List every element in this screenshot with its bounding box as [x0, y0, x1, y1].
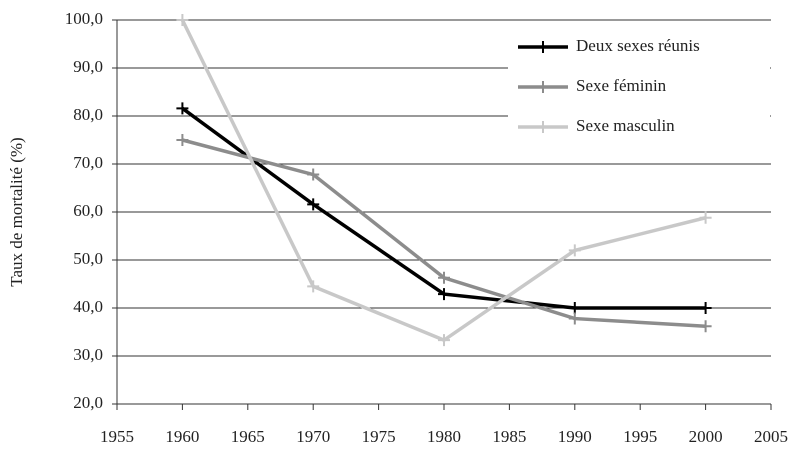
x-tick-label: 1975: [362, 427, 396, 446]
point-marker: [438, 334, 450, 347]
y-tick-label: 100,0: [65, 9, 103, 28]
y-tick-label: 30,0: [73, 345, 103, 364]
y-tick-label: 60,0: [73, 201, 103, 220]
point-marker: [176, 102, 189, 115]
legend-marker: [537, 121, 549, 133]
point-marker: [307, 198, 320, 211]
x-tick-label: 1985: [492, 427, 526, 446]
x-tick-label: 1980: [427, 427, 461, 446]
point-marker: [699, 320, 712, 333]
legend-label: Deux sexes réunis: [576, 36, 700, 55]
y-tick-label: 20,0: [73, 393, 103, 412]
point-marker: [176, 14, 189, 26]
y-tick-label: 70,0: [73, 153, 103, 172]
legend-label: Sexe féminin: [576, 76, 667, 95]
point-marker: [568, 244, 581, 257]
x-tick-label: 1995: [623, 427, 657, 446]
legend-label: Sexe masculin: [576, 116, 675, 135]
point-marker: [307, 280, 320, 293]
point-marker: [699, 211, 712, 224]
point-marker: [568, 312, 581, 325]
x-tick-label: 1970: [296, 427, 330, 446]
legend-marker: [537, 41, 549, 53]
point-marker: [438, 288, 450, 301]
x-tick-label: 2005: [754, 427, 788, 446]
point-marker: [568, 302, 581, 314]
x-tick-label: 1965: [231, 427, 265, 446]
y-tick-label: 80,0: [73, 105, 103, 124]
x-tick-label: 2000: [689, 427, 723, 446]
point-marker: [438, 271, 450, 284]
point-marker: [307, 168, 320, 181]
point-marker: [699, 302, 712, 314]
legend-marker: [537, 81, 549, 93]
x-tick-label: 1955: [100, 427, 134, 446]
y-tick-label: 40,0: [73, 297, 103, 316]
y-tick-label: 50,0: [73, 249, 103, 268]
y-tick-label: 90,0: [73, 57, 103, 76]
x-tick-label: 1960: [165, 427, 199, 446]
y-axis-label: Taux de mortalité (%): [7, 137, 26, 286]
point-marker: [176, 134, 189, 146]
x-tick-label: 1990: [558, 427, 592, 446]
